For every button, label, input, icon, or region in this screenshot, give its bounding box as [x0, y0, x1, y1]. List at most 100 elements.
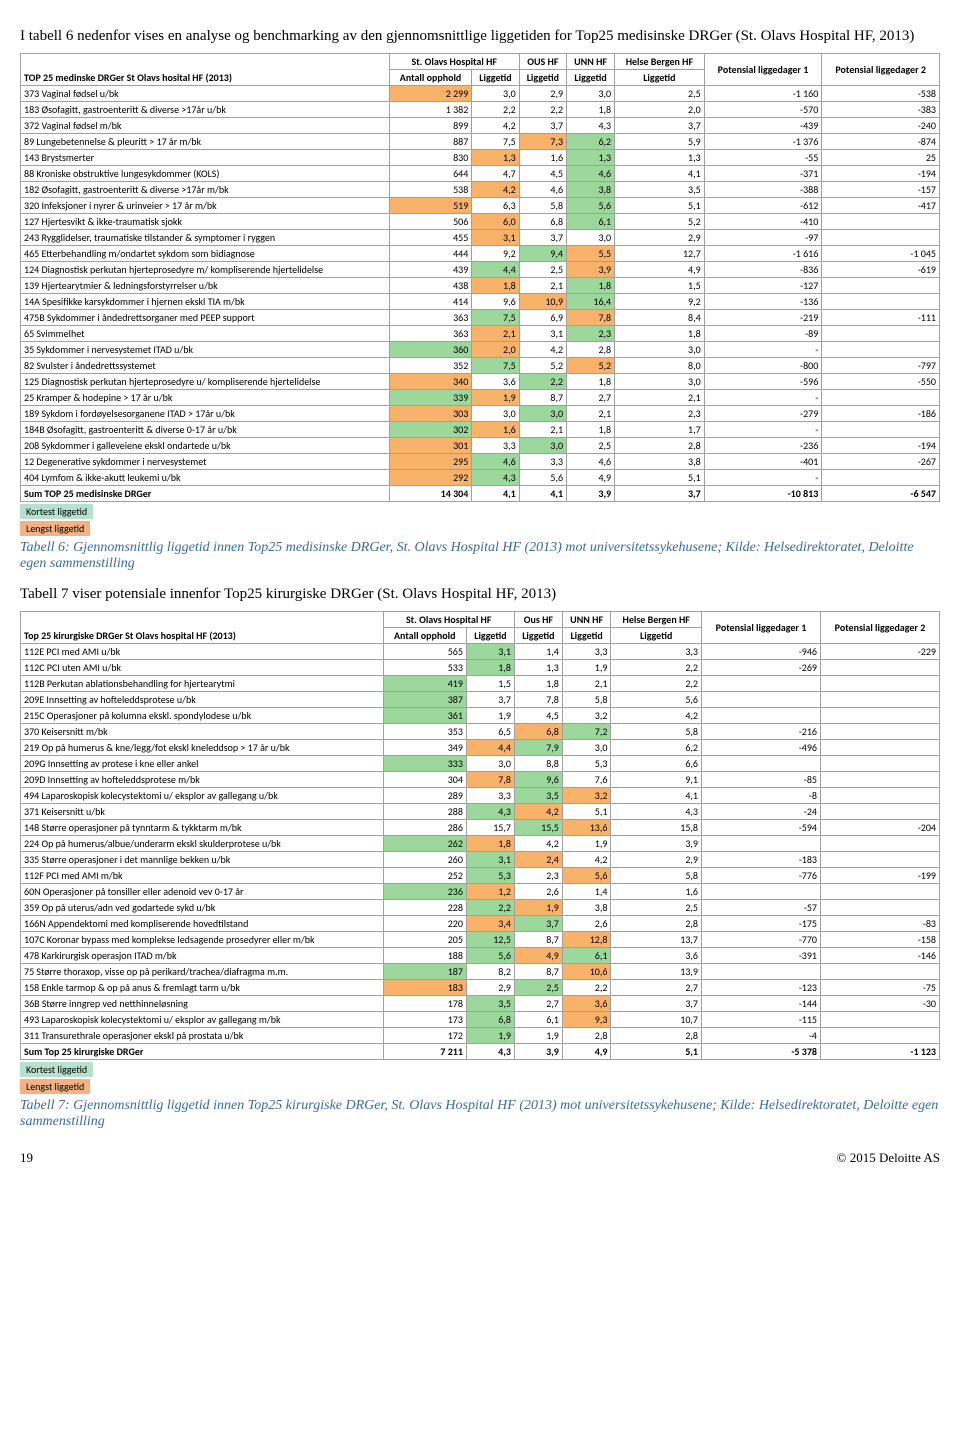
table-row: 35 Sykdommer i nervesystemet ITAD u/bk36…: [21, 342, 940, 358]
table-cell: 112E PCI med AMI u/bk: [21, 644, 384, 660]
table-cell: Sum Top 25 kirurgiske DRGer: [21, 1044, 384, 1060]
table-cell: 3,4: [466, 916, 514, 932]
table-cell: [820, 676, 939, 692]
table-cell: -136: [704, 294, 822, 310]
table-cell: 25: [822, 150, 940, 166]
table-cell: 6,6: [611, 756, 702, 772]
table-row: 335 Større operasjoner i det mannlige be…: [21, 852, 940, 868]
table-cell: -946: [702, 644, 821, 660]
table-cell: [702, 836, 821, 852]
table-cell: 9,3: [562, 1012, 611, 1028]
table-cell: 2,2: [611, 676, 702, 692]
table-cell: -229: [820, 644, 939, 660]
table-row: 370 Keisersnitt m/bk3536,56,87,25,8-216: [21, 724, 940, 740]
table-cell: 3,3: [472, 438, 519, 454]
table-cell: 1,3: [472, 150, 519, 166]
table-cell: 158 Enkle tarmop & op på anus & fremlagt…: [21, 980, 384, 996]
table-cell: 6,9: [519, 310, 566, 326]
table-row: 75 Større thoraxop, visse op på perikard…: [21, 964, 940, 980]
table-cell: -: [704, 342, 822, 358]
table-cell: 288: [383, 804, 466, 820]
table-cell: 565: [383, 644, 466, 660]
table-cell: -371: [704, 166, 822, 182]
table-cell: 1,5: [466, 676, 514, 692]
table-cell: 2,8: [562, 1028, 611, 1044]
table-cell: -496: [702, 740, 821, 756]
table-cell: 228: [383, 900, 466, 916]
table-cell: -6 547: [822, 486, 940, 502]
table-cell: -550: [822, 374, 940, 390]
table-cell: 243 Rygglidelser, traumatiske tilstander…: [21, 230, 390, 246]
table-row: 209E Innsetting av hofteleddsprotese u/b…: [21, 692, 940, 708]
table-cell: 182 Øsofagitt, gastroenteritt & diverse …: [21, 182, 390, 198]
table-cell: 15,7: [466, 820, 514, 836]
table-cell: 1,3: [514, 660, 562, 676]
table-cell: -8: [702, 788, 821, 804]
t2-group: St. Olavs Hospital HF: [383, 612, 514, 628]
table-cell: 5,6: [562, 868, 611, 884]
table-row: 183 Øsofagitt, gastroenteritt & diverse …: [21, 102, 940, 118]
table-cell: [820, 788, 939, 804]
table-cell: -388: [704, 182, 822, 198]
table-cell: 2,3: [567, 326, 615, 342]
table-cell: 9,6: [472, 294, 519, 310]
table-cell: 359 Op på uterus/adn ved godartede sykd …: [21, 900, 384, 916]
table-cell: 6,1: [514, 1012, 562, 1028]
table-cell: 6,2: [567, 134, 615, 150]
table-cell: 8,7: [519, 390, 566, 406]
t1-s1: Liggetid: [472, 70, 519, 86]
table-cell: -776: [702, 868, 821, 884]
table-cell: 2,8: [611, 916, 702, 932]
table-cell: 5,5: [567, 246, 615, 262]
table-cell: 125 Diagnostisk perkutan hjerteprosedyre…: [21, 374, 390, 390]
intro-text-2: Tabell 7 viser potensiale innenfor Top25…: [20, 586, 940, 603]
table-cell: 1,5: [615, 278, 705, 294]
table-cell: 3,7: [615, 118, 705, 134]
table-cell: -186: [822, 406, 940, 422]
table-cell: -391: [702, 948, 821, 964]
table-cell: 5,1: [615, 198, 705, 214]
table-cell: 465 Etterbehandling m/ondartet sykdom so…: [21, 246, 390, 262]
table-cell: 65 Svimmelhet: [21, 326, 390, 342]
table-cell: 173: [383, 1012, 466, 1028]
table-cell: 7,5: [472, 134, 519, 150]
table-cell: 14A Spesifikke karsykdommer i hjernen ek…: [21, 294, 390, 310]
table-cell: 7,5: [472, 358, 519, 374]
table-cell: [820, 692, 939, 708]
table-cell: 1,8: [466, 836, 514, 852]
table-cell: 215C Operasjoner på kolumna ekskl. spond…: [21, 708, 384, 724]
legend-kortest: Kortest liggetid: [20, 504, 93, 519]
table-cell: 15,8: [611, 820, 702, 836]
table-cell: 1,8: [567, 422, 615, 438]
table-row: 124 Diagnostisk perkutan hjerteprosedyre…: [21, 262, 940, 278]
table-cell: 2,5: [615, 86, 705, 102]
table-cell: 12,5: [466, 932, 514, 948]
table-row: 372 Vaginal fødsel m/bk8994,23,74,33,7-4…: [21, 118, 940, 134]
t1-s2: Liggetid: [519, 70, 566, 86]
caption-1: Tabell 6: Gjennomsnittlig liggetid innen…: [20, 540, 940, 572]
table-cell: -158: [820, 932, 939, 948]
table-cell: 2,1: [567, 406, 615, 422]
table-cell: 533: [383, 660, 466, 676]
table-cell: 4,1: [615, 166, 705, 182]
table-cell: 830: [389, 150, 472, 166]
table-cell: 4,3: [567, 118, 615, 134]
table-cell: 36B Større inngrep ved netthinneløsning: [21, 996, 384, 1012]
table-cell: -89: [704, 326, 822, 342]
table-cell: 1,6: [519, 150, 566, 166]
table-row: 65 Svimmelhet3632,13,12,31,8-89: [21, 326, 940, 342]
table-cell: 2,5: [567, 438, 615, 454]
table-cell: 5,6: [466, 948, 514, 964]
legend-lengst-2: Lengst liggetid: [20, 1079, 90, 1094]
table-cell: 107C Koronar bypass med komplekse ledsag…: [21, 932, 384, 948]
table-cell: 7,9: [514, 740, 562, 756]
table-row: 89 Lungebetennelse & pleuritt > 17 år m/…: [21, 134, 940, 150]
table-cell: [820, 724, 939, 740]
table-cell: 6,8: [514, 724, 562, 740]
table-cell: 3,0: [472, 86, 519, 102]
table-cell: -236: [704, 438, 822, 454]
table-cell: 2,0: [472, 342, 519, 358]
table-cell: 4,6: [567, 454, 615, 470]
table-cell: -594: [702, 820, 821, 836]
table-cell: 3,5: [466, 996, 514, 1012]
